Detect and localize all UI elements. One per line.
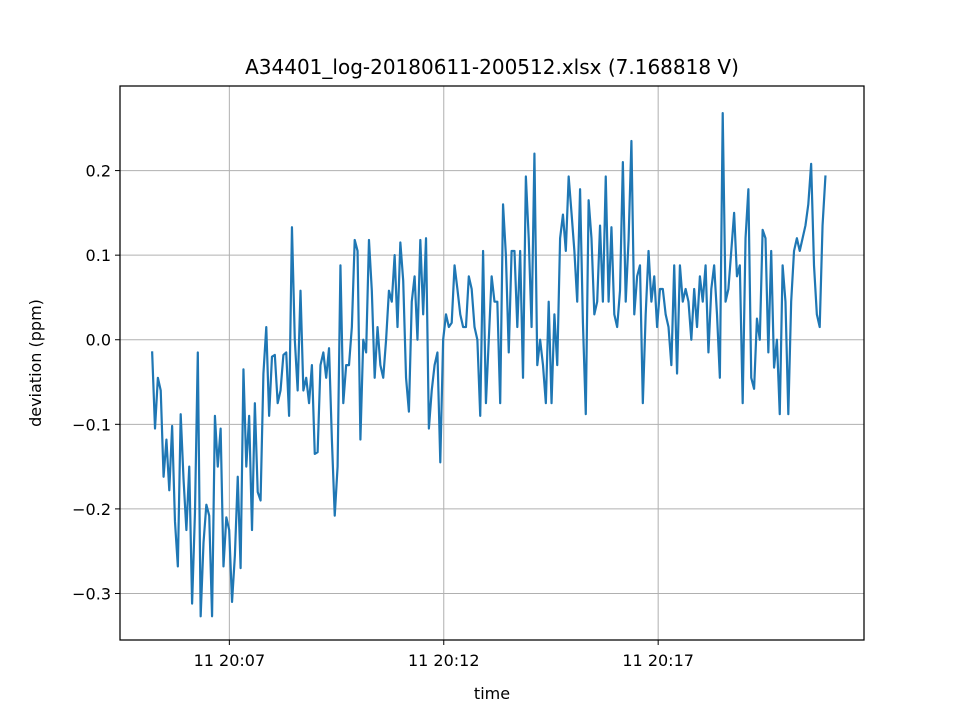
y-tick-label: −0.2 <box>72 500 111 519</box>
axis-ticks: 11 20:07 11 20:12 11 20:17 −0.3 −0.2 −0.1 0.0 0… <box>72 162 694 670</box>
x-tick-label: 11 20:12 <box>408 651 480 670</box>
y-tick-label: −0.1 <box>72 415 111 434</box>
chart-title: A34401_log-20180611-200512.xlsx (7.16881… <box>245 55 739 79</box>
x-tick-label: 11 20:07 <box>194 651 266 670</box>
x-axis-label: time <box>474 684 510 703</box>
x-tick-label: 11 20:17 <box>622 651 694 670</box>
y-tick-label: 0.2 <box>86 162 111 181</box>
series-layer <box>151 111 827 618</box>
y-axis-label: deviation (ppm) <box>26 299 45 427</box>
series-line <box>151 111 827 618</box>
plot-frame <box>119 85 865 641</box>
y-tick-label: −0.3 <box>72 584 111 603</box>
y-tick-label: 0.0 <box>86 331 111 350</box>
y-tick-label: 0.1 <box>86 246 111 265</box>
